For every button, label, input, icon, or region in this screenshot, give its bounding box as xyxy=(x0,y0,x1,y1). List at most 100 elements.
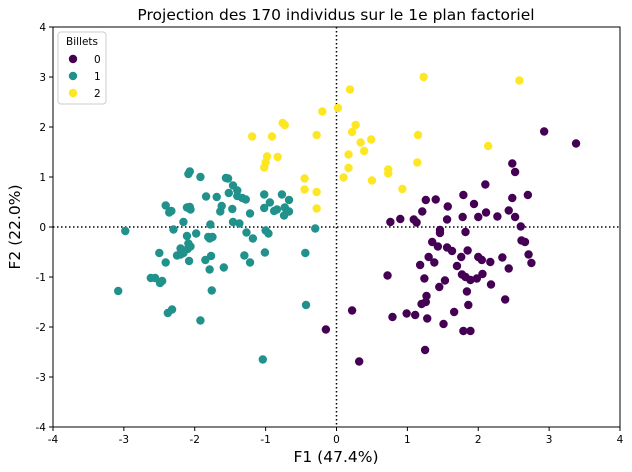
data-point-billets-0 xyxy=(504,264,513,273)
data-point-billets-0 xyxy=(508,159,517,168)
y-tick-label: 3 xyxy=(39,72,46,84)
data-point-billets-0 xyxy=(466,275,475,285)
data-point-billets-1 xyxy=(172,251,182,260)
data-point-billets-0 xyxy=(354,357,364,366)
data-point-billets-0 xyxy=(435,282,444,292)
data-point-billets-1 xyxy=(219,263,229,272)
data-point-billets-0 xyxy=(539,127,549,136)
data-point-billets-0 xyxy=(412,218,421,227)
data-point-billets-1 xyxy=(185,202,194,212)
x-tick-label: -3 xyxy=(119,434,129,446)
data-point-billets-2 xyxy=(413,158,422,167)
legend-entries: 0 1 2 xyxy=(68,54,101,100)
data-point-billets-1 xyxy=(179,217,188,227)
x-axis-label: F1 (47.4%) xyxy=(293,448,378,466)
data-point-billets-0 xyxy=(459,190,468,200)
data-point-billets-2 xyxy=(262,152,272,161)
data-point-billets-1 xyxy=(155,248,164,258)
data-point-billets-0 xyxy=(431,195,440,204)
data-point-billets-1 xyxy=(245,258,255,267)
data-point-billets-0 xyxy=(423,314,432,323)
data-point-billets-2 xyxy=(356,138,365,147)
data-point-billets-1 xyxy=(204,232,213,242)
data-point-billets-1 xyxy=(165,208,174,217)
data-point-billets-1 xyxy=(191,229,201,238)
data-point-billets-0 xyxy=(435,228,445,238)
data-point-billets-0 xyxy=(469,199,479,209)
data-point-billets-1 xyxy=(301,248,310,258)
data-point-billets-1 xyxy=(146,273,156,283)
y-tick-label: -4 xyxy=(36,422,47,434)
data-point-billets-1 xyxy=(207,286,216,295)
data-point-billets-0 xyxy=(449,307,459,317)
data-point-billets-2 xyxy=(280,120,289,130)
legend-marker-1 xyxy=(68,71,78,81)
data-point-billets-1 xyxy=(228,217,238,227)
data-point-billets-0 xyxy=(440,276,450,285)
data-point-billets-0 xyxy=(388,312,397,322)
data-point-billets-2 xyxy=(367,176,377,185)
data-point-billets-0 xyxy=(452,261,462,271)
data-point-billets-1 xyxy=(169,225,178,234)
data-point-billets-2 xyxy=(419,72,428,82)
data-point-billets-2 xyxy=(318,107,327,116)
data-point-billets-0 xyxy=(481,180,490,189)
data-points xyxy=(114,72,581,366)
data-point-billets-1 xyxy=(272,205,282,214)
y-tick-label: 4 xyxy=(39,22,46,34)
data-point-billets-1 xyxy=(212,192,221,202)
data-point-billets-1 xyxy=(114,286,123,296)
data-point-billets-0 xyxy=(508,193,517,203)
data-point-billets-0 xyxy=(463,246,472,255)
data-point-billets-0 xyxy=(420,274,429,283)
data-point-billets-0 xyxy=(486,280,496,289)
data-point-billets-1 xyxy=(260,248,270,257)
data-point-billets-0 xyxy=(527,258,536,268)
legend-label-2: 2 xyxy=(94,88,101,100)
data-point-billets-2 xyxy=(339,173,348,182)
y-tick-label: 2 xyxy=(39,122,46,134)
data-point-billets-0 xyxy=(410,310,420,320)
data-point-billets-0 xyxy=(523,190,533,200)
legend-box xyxy=(57,31,107,105)
data-point-billets-1 xyxy=(196,172,205,182)
data-point-billets-1 xyxy=(260,190,269,199)
data-point-billets-0 xyxy=(461,227,470,237)
x-tick-label: -2 xyxy=(190,434,200,446)
legend-marker-2 xyxy=(68,88,78,98)
data-point-billets-0 xyxy=(383,271,392,280)
data-point-billets-1 xyxy=(184,239,193,248)
data-point-billets-2 xyxy=(312,130,321,140)
data-point-billets-2 xyxy=(413,130,423,140)
data-point-billets-0 xyxy=(417,299,426,309)
legend: Billets 0 1 2 xyxy=(57,31,107,105)
data-point-billets-1 xyxy=(277,190,287,199)
data-point-billets-0 xyxy=(427,237,437,247)
data-point-billets-2 xyxy=(300,185,309,194)
data-point-billets-1 xyxy=(311,224,320,233)
data-point-billets-2 xyxy=(344,163,353,173)
data-point-billets-1 xyxy=(182,231,192,241)
x-tick-label: 2 xyxy=(475,434,482,446)
data-point-billets-2 xyxy=(300,174,309,183)
data-point-billets-1 xyxy=(284,195,294,205)
data-point-billets-0 xyxy=(472,274,482,283)
data-point-billets-0 xyxy=(347,306,357,315)
data-point-billets-1 xyxy=(258,355,267,364)
data-point-billets-1 xyxy=(279,211,289,220)
data-point-billets-2 xyxy=(267,132,277,141)
data-point-billets-2 xyxy=(312,204,321,213)
legend-title: Billets xyxy=(66,36,98,48)
data-point-billets-1 xyxy=(223,174,233,183)
data-point-billets-1 xyxy=(206,220,215,229)
data-point-billets-0 xyxy=(498,253,507,262)
y-tick-label: 0 xyxy=(39,222,46,234)
data-point-billets-0 xyxy=(478,269,487,279)
data-point-billets-1 xyxy=(184,169,193,179)
data-point-billets-1 xyxy=(248,234,258,243)
data-point-billets-1 xyxy=(157,276,167,286)
data-point-billets-0 xyxy=(524,250,533,259)
data-point-billets-2 xyxy=(347,127,357,137)
data-point-billets-0 xyxy=(433,242,443,251)
